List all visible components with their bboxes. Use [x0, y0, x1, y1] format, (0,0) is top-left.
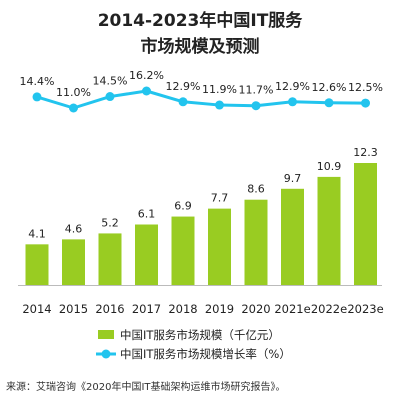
chart-subtitle: 市场规模及预测	[140, 37, 260, 57]
source-note: 来源：艾瑞咨询《2020年中国IT基础架构运维市场研究报告》。	[6, 382, 286, 393]
chart-title: 2014-2023年中国IT服务	[97, 11, 303, 31]
x-tick-2023e: 2023e	[347, 302, 383, 316]
growth-label-2015: 11.0%	[56, 86, 91, 99]
growth-point-2023e	[361, 98, 370, 108]
x-tick-2021e: 2021e	[274, 302, 310, 316]
x-tick-2014: 2014	[22, 302, 51, 316]
x-tick-2020: 2020	[241, 302, 270, 316]
bar-2017	[135, 224, 158, 285]
growth-point-2021e	[288, 97, 297, 107]
x-tick-2022e: 2022e	[311, 302, 347, 316]
bar-value-label-2018: 6.9	[174, 200, 192, 213]
growth-label-2021e: 12.9%	[275, 80, 310, 93]
x-tick-2018: 2018	[168, 302, 197, 316]
bar-value-label-2017: 6.1	[138, 207, 156, 220]
growth-label-2014: 14.4%	[20, 75, 55, 88]
bar-value-label-2014: 4.1	[28, 227, 46, 240]
bar-2016	[98, 233, 122, 285]
bar-2022e	[317, 176, 341, 285]
bar-value-label-2016: 5.2	[101, 216, 119, 229]
x-tick-2017: 2017	[132, 302, 161, 316]
growth-point-2018	[178, 97, 188, 107]
growth-point-2016	[105, 92, 115, 102]
bar-value-label-2023e: 12.3	[353, 146, 378, 159]
legend-bar-swatch	[98, 330, 114, 339]
growth-label-2019: 11.9%	[202, 83, 237, 96]
growth-label-2022e: 12.6%	[312, 81, 347, 94]
growth-label-2018: 12.9%	[166, 80, 201, 93]
growth-label-2016: 14.5%	[93, 75, 128, 88]
bar-2023e	[354, 163, 377, 285]
growth-point-2017	[142, 86, 151, 96]
growth-label-2020: 11.7%	[239, 84, 274, 97]
bar-value-label-2022e: 10.9	[317, 160, 342, 173]
legend-bar-label: 中国IT服务市场规模（千亿元）	[120, 328, 280, 342]
growth-point-2019	[215, 100, 224, 110]
legend-line-marker	[101, 349, 111, 359]
bar-2020	[244, 199, 268, 285]
bar-value-label-2020: 8.6	[247, 183, 265, 196]
growth-point-2014	[32, 92, 42, 102]
bar-value-label-2021e: 9.7	[284, 172, 302, 185]
bar-value-label-2015: 4.6	[65, 222, 83, 235]
bar-2015	[62, 239, 85, 285]
x-tick-labels: 2014 2015 2016 2017 2018 2019 2020 2021e 2022e 20…	[22, 302, 383, 316]
x-tick-2019: 2019	[205, 302, 234, 316]
growth-rate-line	[36, 89, 366, 110]
growth-line-layer: 14.4%11.0%14.5% 16.2%12.9% 11.9% 11.7% 12.9%…	[20, 69, 383, 113]
bar-value-label-2019: 7.7	[211, 192, 229, 205]
growth-point-2020	[251, 101, 261, 111]
x-tick-2015: 2015	[59, 302, 88, 316]
growth-point-2022e	[324, 98, 334, 108]
growth-point-2015	[69, 103, 78, 113]
growth-label-2023e: 12.5%	[348, 81, 383, 94]
bar-layer: 4.1 4.6 5.2 6.1 6.9 7.7 8.6 9.7 10.9 12.3	[25, 146, 378, 285]
growth-label-2017: 16.2%	[129, 69, 164, 82]
bar-2019	[208, 208, 231, 285]
bar-2021e	[281, 188, 304, 285]
legend: 中国IT服务市场规模（千亿元） 中国IT服务市场规模增长率（%）	[96, 328, 291, 361]
x-tick-2016: 2016	[95, 302, 124, 316]
bar-2018	[171, 216, 195, 285]
bar-2014	[25, 244, 49, 285]
legend-line-label: 中国IT服务市场规模增长率（%）	[120, 347, 291, 361]
